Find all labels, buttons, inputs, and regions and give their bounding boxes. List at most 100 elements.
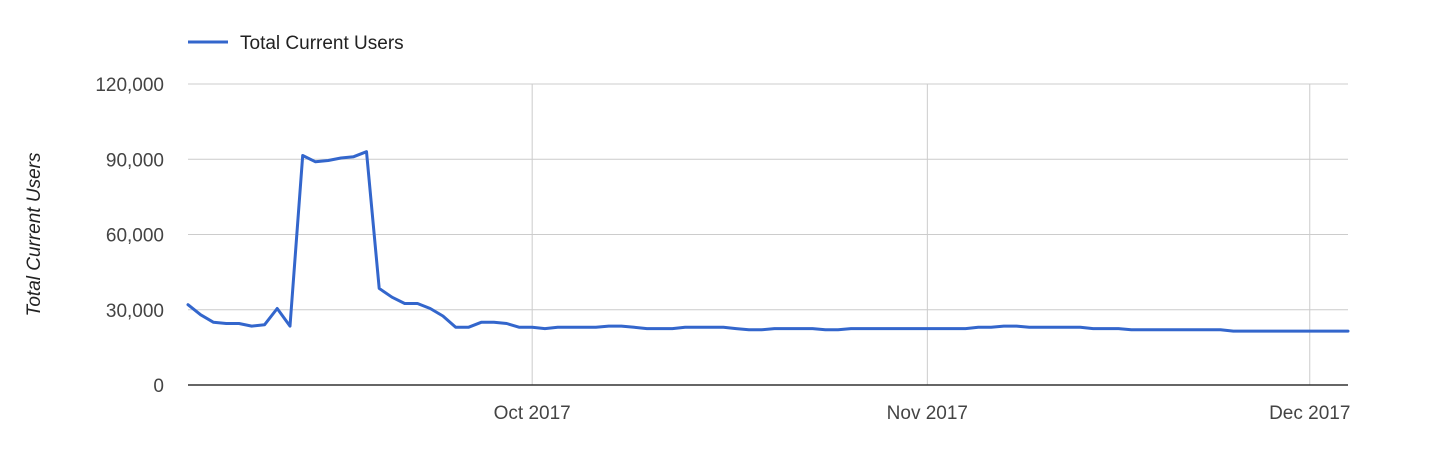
- data-point[interactable]: [415, 301, 421, 307]
- legend[interactable]: Total Current Users: [188, 33, 404, 54]
- data-point[interactable]: [211, 319, 217, 325]
- data-point[interactable]: [937, 326, 943, 332]
- data-point[interactable]: [567, 324, 573, 330]
- data-point[interactable]: [1128, 327, 1134, 333]
- data-point[interactable]: [835, 327, 841, 333]
- data-point[interactable]: [924, 326, 930, 332]
- data-point[interactable]: [873, 326, 879, 332]
- series-layer: [185, 149, 1351, 334]
- data-point[interactable]: [1205, 327, 1211, 333]
- data-point[interactable]: [262, 322, 268, 328]
- data-point[interactable]: [313, 159, 319, 165]
- data-point[interactable]: [1077, 324, 1083, 330]
- data-point[interactable]: [1192, 327, 1198, 333]
- data-point[interactable]: [1001, 323, 1007, 329]
- data-point[interactable]: [580, 324, 586, 330]
- data-point[interactable]: [708, 324, 714, 330]
- data-point[interactable]: [631, 324, 637, 330]
- data-point[interactable]: [682, 324, 688, 330]
- data-point[interactable]: [376, 285, 382, 291]
- data-point[interactable]: [1320, 328, 1326, 334]
- data-point[interactable]: [861, 326, 867, 332]
- data-point[interactable]: [249, 323, 255, 329]
- data-point[interactable]: [1014, 323, 1020, 329]
- data-point[interactable]: [1026, 324, 1032, 330]
- data-point[interactable]: [657, 326, 663, 332]
- data-point[interactable]: [1307, 328, 1313, 334]
- y-tick-label: 60,000: [106, 226, 164, 247]
- data-point[interactable]: [669, 326, 675, 332]
- data-point[interactable]: [988, 324, 994, 330]
- data-point[interactable]: [402, 301, 408, 307]
- data-point[interactable]: [300, 153, 306, 159]
- data-point[interactable]: [950, 326, 956, 332]
- data-point[interactable]: [555, 324, 561, 330]
- x-axis: Oct 2017 Nov 2017 Dec 2017: [494, 403, 1351, 424]
- data-point[interactable]: [975, 324, 981, 330]
- y-tick-label: 120,000: [95, 75, 164, 96]
- data-point[interactable]: [848, 326, 854, 332]
- data-point[interactable]: [1345, 328, 1351, 334]
- data-point[interactable]: [1103, 326, 1109, 332]
- grid-lines: [188, 83, 1348, 385]
- data-point[interactable]: [1230, 328, 1236, 334]
- data-point[interactable]: [1243, 328, 1249, 334]
- data-point[interactable]: [606, 323, 612, 329]
- data-point[interactable]: [529, 324, 535, 330]
- data-point[interactable]: [771, 326, 777, 332]
- data-point[interactable]: [886, 326, 892, 332]
- data-point[interactable]: [899, 326, 905, 332]
- data-point[interactable]: [695, 324, 701, 330]
- data-point[interactable]: [516, 324, 522, 330]
- data-point[interactable]: [746, 327, 752, 333]
- data-point[interactable]: [185, 302, 191, 308]
- data-point[interactable]: [1065, 324, 1071, 330]
- data-point[interactable]: [618, 323, 624, 329]
- data-point[interactable]: [822, 327, 828, 333]
- data-point[interactable]: [912, 326, 918, 332]
- data-point[interactable]: [1269, 328, 1275, 334]
- data-point[interactable]: [644, 326, 650, 332]
- data-point[interactable]: [478, 319, 484, 325]
- data-point[interactable]: [453, 324, 459, 330]
- data-point[interactable]: [810, 326, 816, 332]
- data-point[interactable]: [364, 149, 370, 155]
- data-point[interactable]: [1141, 327, 1147, 333]
- data-point[interactable]: [1116, 326, 1122, 332]
- data-point[interactable]: [440, 313, 446, 319]
- data-point[interactable]: [389, 294, 395, 300]
- data-point[interactable]: [1179, 327, 1185, 333]
- data-point[interactable]: [338, 155, 344, 161]
- data-point[interactable]: [1218, 327, 1224, 333]
- data-point[interactable]: [198, 312, 204, 318]
- data-point[interactable]: [1167, 327, 1173, 333]
- data-point[interactable]: [274, 306, 280, 312]
- data-point[interactable]: [1332, 328, 1338, 334]
- data-point[interactable]: [720, 324, 726, 330]
- data-point[interactable]: [223, 321, 229, 327]
- data-point[interactable]: [465, 324, 471, 330]
- data-point[interactable]: [287, 323, 293, 329]
- data-point[interactable]: [784, 326, 790, 332]
- data-point[interactable]: [504, 321, 510, 327]
- data-point[interactable]: [351, 154, 357, 160]
- y-tick-label: 30,000: [106, 301, 164, 322]
- data-point[interactable]: [325, 158, 331, 164]
- data-point[interactable]: [963, 326, 969, 332]
- data-point[interactable]: [593, 324, 599, 330]
- data-point[interactable]: [1256, 328, 1262, 334]
- data-point[interactable]: [1154, 327, 1160, 333]
- data-point[interactable]: [1090, 326, 1096, 332]
- data-point[interactable]: [1052, 324, 1058, 330]
- data-point[interactable]: [236, 321, 242, 327]
- data-point[interactable]: [491, 319, 497, 325]
- data-point[interactable]: [427, 306, 433, 312]
- data-point[interactable]: [733, 326, 739, 332]
- data-point[interactable]: [797, 326, 803, 332]
- data-point[interactable]: [1294, 328, 1300, 334]
- data-point[interactable]: [542, 326, 548, 332]
- series-line-total-current-users[interactable]: [186, 150, 1350, 333]
- data-point[interactable]: [1039, 324, 1045, 330]
- data-point[interactable]: [1281, 328, 1287, 334]
- data-point[interactable]: [759, 327, 765, 333]
